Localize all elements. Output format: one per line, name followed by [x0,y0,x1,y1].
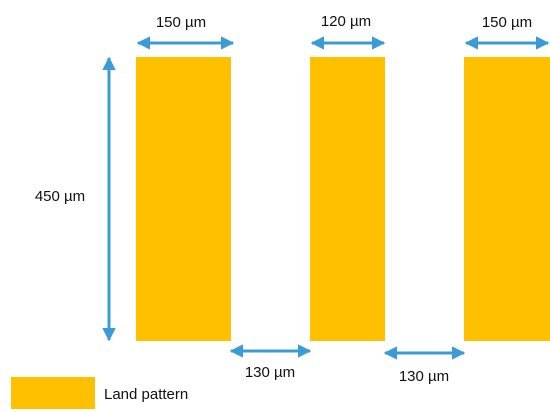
gap-label-right: 130 µm [399,368,449,385]
height-label: 450 µm [35,188,85,205]
width-label-left: 150 µm [156,14,206,31]
legend-swatch [11,377,95,409]
gap-label-left: 130 µm [245,364,295,381]
width-label-right: 150 µm [482,14,532,31]
land-pad-left [136,57,231,341]
width-label-middle: 120 µm [321,13,371,30]
legend-label: Land pattern [104,386,188,403]
land-pad-middle [310,57,385,341]
land-pad-right [464,57,550,341]
